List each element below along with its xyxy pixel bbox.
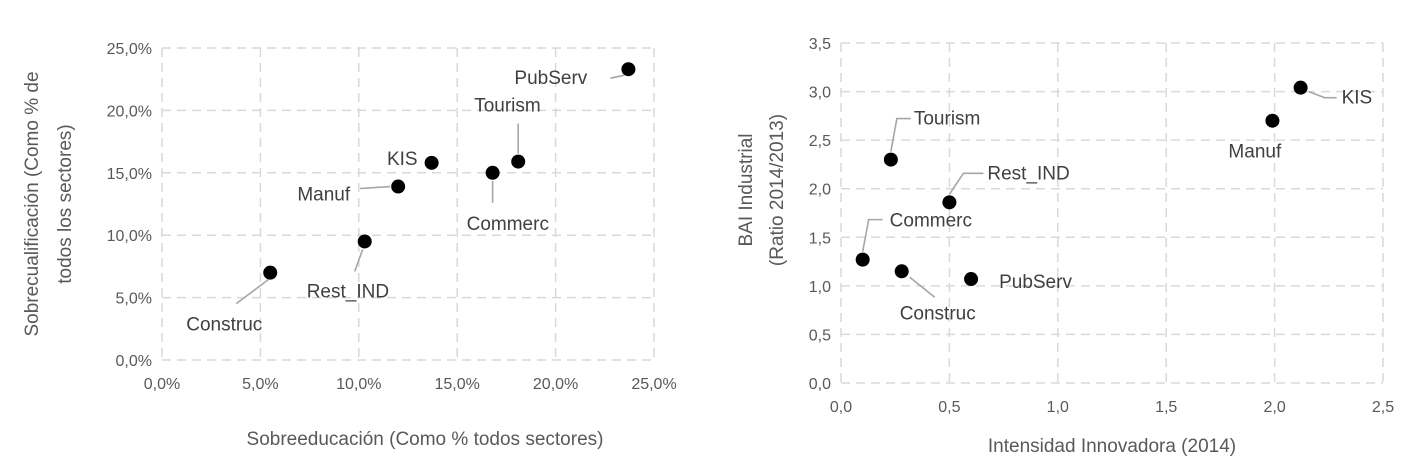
x-axis-title: Intensidad Innovadora (2014) <box>988 436 1236 457</box>
y-axis-title: todos los sectores) <box>55 124 76 283</box>
data-point-label: KIS <box>1342 88 1373 109</box>
data-point <box>1265 113 1280 128</box>
y-axis-title: (Ratio 2014/2013) <box>767 114 788 266</box>
data-point-label: Commerc <box>467 214 549 235</box>
y-tick-label: 20,0% <box>107 103 152 120</box>
x-tick-label: 0,0% <box>144 376 180 393</box>
label-leader-line <box>890 117 911 152</box>
chart-overqualification-vs-overeducation: 0,0% 5,0% 10,0% 15,0% 20,0% 25,0% 0,0% 5,0% 10,0… <box>22 41 677 450</box>
data-point-label: PubServ <box>999 272 1072 293</box>
y-tick-label: 2,5 <box>809 133 831 150</box>
label-leader-line <box>909 276 936 298</box>
y-tick-label: 5,0% <box>116 291 152 308</box>
y-axis-title: Sobrecualificación (Como % de <box>22 71 43 336</box>
data-point <box>894 264 909 279</box>
data-point-label: Construc <box>186 315 262 336</box>
x-tick-label: 10,0% <box>336 376 381 393</box>
chart-bai-vs-innovation: 0,0 0,5 1,0 1,5 2,0 2,5 0,0 0,5 1,0 1,5 2,0 2,5 3,0 3… <box>736 36 1394 457</box>
y-tick-label: 15,0% <box>107 166 152 183</box>
data-point-label: Commerc <box>890 211 972 232</box>
data-point <box>1293 80 1308 95</box>
data-point-label: Construc <box>900 303 976 324</box>
label-leader-line <box>360 185 391 190</box>
x-tick-label: 1,0 <box>1047 399 1069 416</box>
data-point <box>263 265 278 280</box>
y-tick-label: 25,0% <box>107 41 152 58</box>
data-point <box>511 154 526 169</box>
x-tick-label: 0,5 <box>938 399 960 416</box>
y-tick-label: 2,0 <box>809 182 831 199</box>
data-point <box>964 272 979 287</box>
label-leader-line <box>610 74 625 79</box>
data-point-label: Rest_IND <box>307 281 389 302</box>
label-leader-line <box>1308 90 1337 99</box>
label-leader-line <box>861 218 883 252</box>
data-point <box>855 252 870 267</box>
y-tick-label: 1,0 <box>809 279 831 296</box>
label-leader-line <box>235 279 269 305</box>
data-point <box>942 195 957 210</box>
x-tick-label: 15,0% <box>435 376 480 393</box>
data-point-label: PubServ <box>514 68 587 89</box>
y-tick-label: 1,5 <box>809 230 831 247</box>
x-axis-title: Sobreeducación (Como % todos sectores) <box>247 429 604 450</box>
data-point-label: Manuf <box>297 185 351 206</box>
y-tick-label: 10,0% <box>107 228 152 245</box>
y-tick-label: 0,0% <box>116 353 152 370</box>
x-tick-label: 20,0% <box>533 376 578 393</box>
y-axis-title: BAI Industrial <box>736 134 757 247</box>
data-point-label: Rest_IND <box>987 163 1069 184</box>
y-tick-label: 3,5 <box>809 36 831 53</box>
data-point-label: Manuf <box>1228 142 1282 163</box>
x-tick-label: 2,5 <box>1372 399 1394 416</box>
x-tick-label: 25,0% <box>631 376 676 393</box>
data-point <box>883 152 898 167</box>
x-tick-label: 1,5 <box>1155 399 1177 416</box>
data-point-label: KIS <box>387 149 418 170</box>
data-point <box>391 179 406 194</box>
data-point <box>424 155 439 170</box>
y-tick-label: 3,0 <box>809 85 831 102</box>
x-tick-label: 5,0% <box>242 376 278 393</box>
data-point-label: Tourism <box>914 109 981 130</box>
label-leader-line <box>948 172 984 195</box>
data-point-label: Tourism <box>474 96 541 117</box>
x-tick-label: 2,0 <box>1263 399 1285 416</box>
label-leader-line <box>353 249 364 272</box>
data-point <box>485 165 500 180</box>
y-tick-label: 0,5 <box>809 327 831 344</box>
data-point <box>621 62 636 77</box>
x-tick-label: 0,0 <box>830 399 852 416</box>
y-tick-label: 0,0 <box>809 376 831 393</box>
data-point <box>357 234 372 249</box>
